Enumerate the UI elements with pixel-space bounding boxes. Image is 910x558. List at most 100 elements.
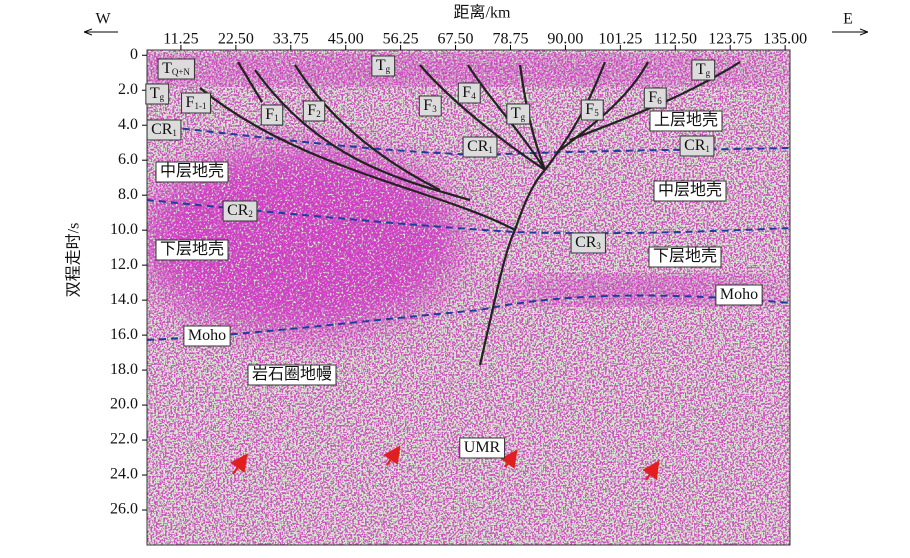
annotation: F3 (418, 95, 442, 117)
label-box (457, 82, 481, 104)
annotation-sub: 3 (432, 104, 437, 114)
annotation-label: Moho (720, 286, 758, 303)
annotation-label: CR3 (575, 234, 601, 251)
fault (254, 69, 471, 202)
annotation-label: 中层地壳 (160, 162, 224, 180)
label-box (653, 180, 727, 202)
annotation-label: 下层地壳 (160, 240, 224, 258)
label-box (155, 161, 229, 183)
label-box (371, 55, 396, 77)
y-axis-title: 双程走时/s (65, 223, 83, 298)
fault (294, 64, 441, 191)
annotation-sub: 6 (657, 96, 662, 106)
annotation: CR1 (146, 119, 182, 141)
label-box (648, 246, 722, 268)
x-tick-label: 56.25 (383, 31, 419, 48)
annotation: 下层地壳 (648, 246, 722, 268)
label-box (715, 284, 763, 306)
annotation-main: 上层地壳 (654, 111, 718, 129)
annotation-main: T (696, 61, 706, 78)
frame (146, 49, 791, 546)
x-tick-label: 22.50 (218, 31, 254, 48)
annotation: 下层地壳 (155, 239, 229, 261)
arrow (642, 460, 660, 481)
x-tick-label: 135.00 (763, 31, 807, 48)
label-box (570, 232, 606, 254)
annotation-main: CR (467, 138, 489, 155)
annotation: CR1 (679, 135, 715, 157)
annotation-label: F4 (462, 84, 476, 101)
annotation: Tg (506, 103, 531, 125)
annotation-sub: 4 (471, 91, 476, 101)
y-tick-label: 12.0 (110, 256, 138, 273)
fault (478, 169, 546, 366)
y-tick-label: 18.0 (110, 361, 138, 378)
annotation-label: Moho (188, 327, 226, 344)
y-tick-label: 14.0 (110, 291, 138, 308)
x-tick-label: 78.75 (492, 31, 528, 48)
west-label: W (95, 11, 111, 28)
annotation-label: 岩石圈地幔 (252, 365, 332, 383)
faults (199, 61, 741, 366)
label-box (155, 239, 229, 261)
annotation-sub: 2 (248, 209, 253, 219)
annotation-sub: 3 (596, 241, 601, 251)
annotation-sub: 1 (705, 144, 710, 154)
annotation-sub: g (386, 64, 391, 74)
annotation: F6 (643, 87, 667, 109)
annotation-main: CR (684, 137, 706, 154)
annotation-sub: 1 (172, 128, 177, 138)
fault (419, 64, 546, 171)
label-box (157, 58, 195, 80)
x-tick-label: 45.00 (328, 31, 364, 48)
x-tick-label: 33.75 (273, 31, 309, 48)
annotation: TQ+N (157, 58, 195, 80)
y-tick-label: 24.0 (110, 466, 138, 483)
annotation-label: Tg (150, 85, 165, 102)
annotation-main: F (186, 94, 195, 111)
annotation-main: T (150, 85, 160, 102)
annotation-label: CR1 (151, 121, 177, 138)
label-box (181, 92, 211, 114)
label-box (222, 200, 258, 222)
annotation-label: TQ+N (162, 60, 190, 77)
annotation-sub: g (521, 112, 526, 122)
y-tick-label: 22.0 (110, 431, 138, 448)
annotation: CR1 (462, 136, 498, 158)
annotation: Tg (371, 55, 396, 77)
annotation-sub: Q+N (172, 67, 191, 77)
annotation-sub: g (706, 68, 711, 78)
annotation-label: 中层地壳 (658, 181, 722, 199)
annotation-label: CR2 (227, 202, 253, 219)
annotation: F5 (580, 99, 604, 121)
label-box (462, 136, 498, 158)
fault (559, 61, 649, 151)
annotation: Moho (183, 325, 231, 347)
label-box (643, 87, 667, 109)
annotation-sub: 2 (316, 109, 321, 119)
annotation-main: Moho (720, 286, 758, 303)
boundary-moho (146, 294, 791, 341)
arrow (500, 449, 518, 469)
x-axis-title: 距离/km (454, 4, 511, 22)
fault (199, 87, 516, 231)
annotation-main: CR (575, 234, 597, 251)
east-label: E (843, 11, 853, 28)
annotation-label: F3 (423, 97, 437, 114)
arrow (383, 445, 401, 466)
annotation-main: F (585, 101, 594, 118)
annotation-label: F5 (585, 101, 599, 118)
annotation: Moho (715, 284, 763, 306)
annotation-sub: g (160, 92, 165, 102)
annotation-label: F1 (265, 106, 278, 123)
annotation-main: Moho (188, 327, 226, 344)
y-tick-label: 10.0 (110, 221, 138, 238)
annotation-label: CR1 (467, 138, 493, 155)
label-box (183, 325, 231, 347)
annotation-main: UMR (464, 439, 501, 456)
annotation: 上层地壳 (649, 110, 723, 132)
annotation: UMR (459, 437, 506, 459)
annotation-label: 上层地壳 (654, 111, 718, 129)
x-tick-label: 123.75 (708, 31, 752, 48)
